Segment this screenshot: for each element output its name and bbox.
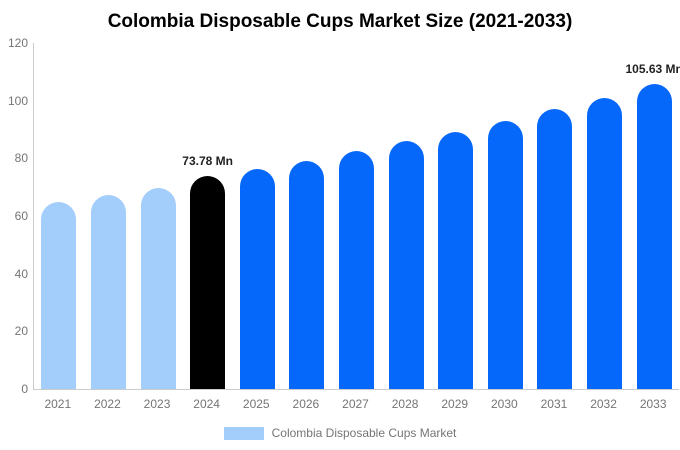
y-tick-label: 0 bbox=[21, 382, 28, 396]
bar-2021 bbox=[41, 201, 77, 389]
x-tick-label: 2021 bbox=[44, 397, 72, 411]
plot-area: 73.78 Mn 105.63 Mn bbox=[33, 43, 680, 390]
bar-2030 bbox=[487, 120, 523, 389]
x-tick-label: 2023 bbox=[143, 397, 171, 411]
x-tick-label: 2033 bbox=[639, 397, 667, 411]
x-tick-label: 2028 bbox=[391, 397, 419, 411]
chart-title: Colombia Disposable Cups Market Size (20… bbox=[107, 11, 573, 32]
y-tick-label: 20 bbox=[14, 324, 28, 339]
bar-2026 bbox=[289, 160, 325, 389]
bar-2029 bbox=[438, 132, 474, 389]
legend-label: Colombia Disposable Cups Market bbox=[271, 426, 457, 440]
x-tick-label: 2029 bbox=[441, 397, 469, 411]
x-tick-label: 2024 bbox=[193, 397, 220, 411]
bar-2032 bbox=[587, 98, 623, 389]
x-tick-label: 2026 bbox=[292, 397, 320, 411]
bar-2028 bbox=[388, 141, 424, 389]
x-tick-label: 2030 bbox=[490, 397, 518, 411]
x-axis: 2021 2022 2023 2024 2025 2026 2027 2028 2029 2030… bbox=[33, 397, 678, 417]
bar-2027 bbox=[339, 151, 374, 389]
x-tick-label: 2022 bbox=[94, 397, 121, 411]
bar-2024 bbox=[190, 176, 226, 389]
y-tick-label: 80 bbox=[14, 151, 28, 166]
bar-2033 bbox=[636, 84, 672, 389]
legend: Colombia Disposable Cups Market bbox=[0, 426, 680, 440]
x-tick-label: 2032 bbox=[590, 397, 617, 411]
x-tick-label: 2025 bbox=[242, 397, 270, 411]
bar-2022 bbox=[90, 194, 126, 389]
y-axis: 0 20 40 60 80 100 120 bbox=[0, 36, 30, 396]
bar-2023 bbox=[140, 187, 176, 389]
y-tick-label: 100 bbox=[7, 93, 28, 108]
y-tick-label: 40 bbox=[14, 266, 28, 281]
legend-swatch bbox=[223, 426, 264, 440]
bar-2025 bbox=[239, 169, 275, 389]
bar-annotation-2024: 73.78 Mn bbox=[182, 154, 233, 169]
y-tick-label: 120 bbox=[7, 36, 28, 50]
y-tick-label: 60 bbox=[14, 209, 28, 223]
x-tick-label: 2031 bbox=[540, 397, 568, 411]
bar-annotation-2033: 105.63 Mn bbox=[625, 62, 680, 77]
bar-2031 bbox=[537, 109, 573, 389]
x-tick-label: 2027 bbox=[342, 397, 369, 411]
